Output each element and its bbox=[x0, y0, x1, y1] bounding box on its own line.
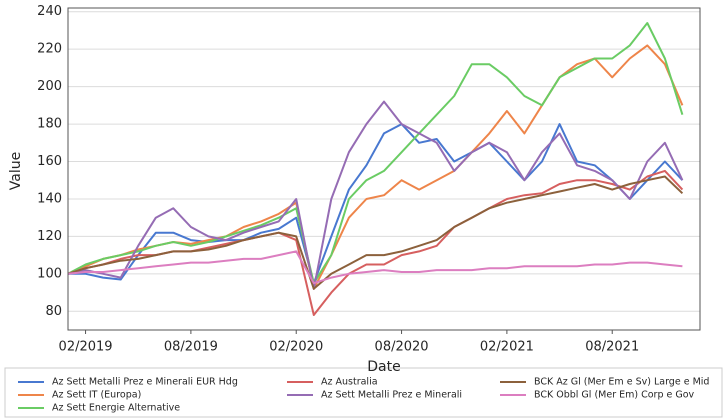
plot-frame bbox=[67, 7, 701, 331]
x-tick-label: 08/2021 bbox=[585, 340, 639, 355]
legend-label: BCK Obbl Gl (Mer Em) Corp e Gov bbox=[534, 390, 695, 401]
y-tick-label: 180 bbox=[37, 117, 62, 132]
x-tick-label: 02/2021 bbox=[480, 340, 534, 355]
x-axis-label: Date bbox=[367, 359, 400, 375]
legend-label: Az Sett Energie Alternative bbox=[52, 403, 180, 414]
legend-label: Az Sett IT (Europa) bbox=[52, 390, 141, 401]
series-line bbox=[67, 100, 684, 290]
legend-box bbox=[4, 367, 723, 418]
legend-label: Az Australia bbox=[321, 377, 378, 388]
y-tick-label: 140 bbox=[37, 191, 62, 206]
y-tick-label: 160 bbox=[37, 154, 62, 169]
x-tick-label: 08/2020 bbox=[375, 340, 429, 355]
y-axis-label: Value bbox=[8, 152, 24, 190]
legend-label: Az Sett Metalli Prez e Minerali bbox=[321, 390, 462, 401]
x-tick-label: 02/2019 bbox=[59, 340, 113, 355]
x-tick-label: 02/2020 bbox=[269, 340, 323, 355]
series-line bbox=[68, 123, 684, 285]
y-tick-label: 220 bbox=[37, 42, 62, 57]
plot-area bbox=[68, 8, 700, 330]
y-tick-label: 80 bbox=[45, 304, 62, 319]
legend-label: Az Sett Metalli Prez e Minerali EUR Hdg bbox=[52, 377, 238, 388]
series-line bbox=[67, 250, 683, 285]
y-tick-label: 200 bbox=[37, 79, 62, 94]
y-tick-label: 240 bbox=[37, 4, 62, 19]
y-tick-label: 100 bbox=[37, 266, 62, 281]
series-line bbox=[67, 175, 684, 290]
y-tick-label: 120 bbox=[37, 229, 62, 244]
legend-label: BCK Az Gl (Mer Em e Sv) Large e Mid bbox=[534, 377, 709, 388]
series-line bbox=[67, 22, 684, 285]
x-tick-label: 08/2019 bbox=[164, 340, 218, 355]
